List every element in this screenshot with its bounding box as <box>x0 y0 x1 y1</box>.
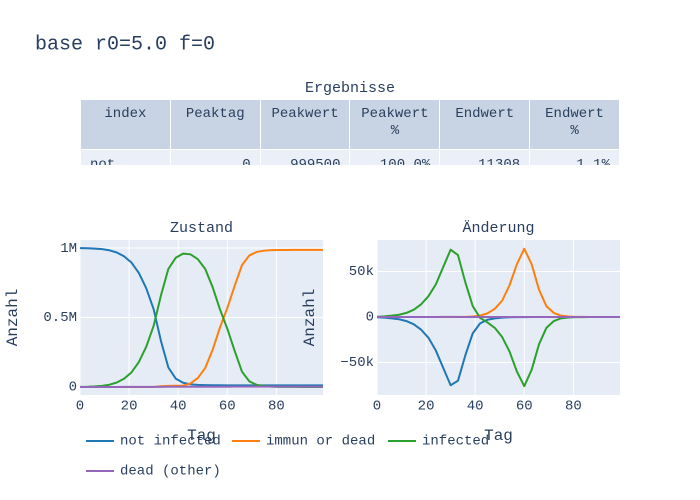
table-cell: 0 <box>170 150 261 165</box>
table-header: index Peaktag Peakwert Peakwert % Endwer… <box>81 100 620 150</box>
x-tick-label: 0 <box>76 399 84 415</box>
y-axis-title: Anzahl <box>4 289 22 347</box>
y-tick-label: 0.5M <box>43 310 77 326</box>
y-tick-label: 0 <box>69 380 77 396</box>
plot-lines <box>377 247 620 388</box>
x-tick-label: 40 <box>467 399 484 415</box>
x-tick-label: 20 <box>418 399 435 415</box>
subplot-title: Änderung <box>462 219 534 237</box>
y-tick-label: 1M <box>60 241 77 257</box>
results-table: index Peaktag Peakwert Peakwert % Endwer… <box>81 100 620 165</box>
table-cell: 11308 <box>440 150 531 165</box>
x-tick-label: 80 <box>565 399 582 415</box>
header-cell: Endwert <box>440 100 531 150</box>
x-tick-label: 60 <box>516 399 533 415</box>
y-tick-label: 50k <box>349 264 374 280</box>
header-cell: Peakwert <box>260 100 351 150</box>
table-cell: 1.1% <box>530 150 620 165</box>
x-tick-label: 40 <box>170 399 187 415</box>
x-tick-label: 20 <box>121 399 138 415</box>
x-tick-label: 80 <box>268 399 285 415</box>
subplot-title: Zustand <box>170 220 233 237</box>
y-tick-label: −50k <box>340 355 374 371</box>
y-tick-label: 0 <box>366 310 374 326</box>
x-axis-title: Tag <box>187 427 216 445</box>
figure-title: base r0=5.0 f=0 <box>35 33 215 56</box>
legend-label: not infected <box>120 434 221 450</box>
x-axis-title: Tag <box>484 427 513 445</box>
header-cell: Endwert % <box>530 100 620 150</box>
legend-label: dead (other) <box>120 464 221 480</box>
legend-label: immun or dead <box>266 434 375 450</box>
series-line <box>80 247 323 387</box>
table-title: Ergebnisse <box>305 80 395 97</box>
x-tick-label: 60 <box>219 399 236 415</box>
header-cell: index <box>81 100 171 150</box>
table-cell: not infected <box>81 150 171 165</box>
y-axis-title: Anzahl <box>301 289 319 347</box>
plot-lines <box>80 247 323 388</box>
header-cell: Peaktag <box>170 100 261 150</box>
table-cell: 999500 <box>260 150 351 165</box>
header-cell: Peakwert % <box>350 100 441 150</box>
table-row: not infected 0 999500 100.0% 11308 1.1% <box>81 150 620 165</box>
table-cell: 100.0% <box>350 150 441 165</box>
x-tick-label: 0 <box>373 399 381 415</box>
legend-label: infected <box>422 434 489 450</box>
